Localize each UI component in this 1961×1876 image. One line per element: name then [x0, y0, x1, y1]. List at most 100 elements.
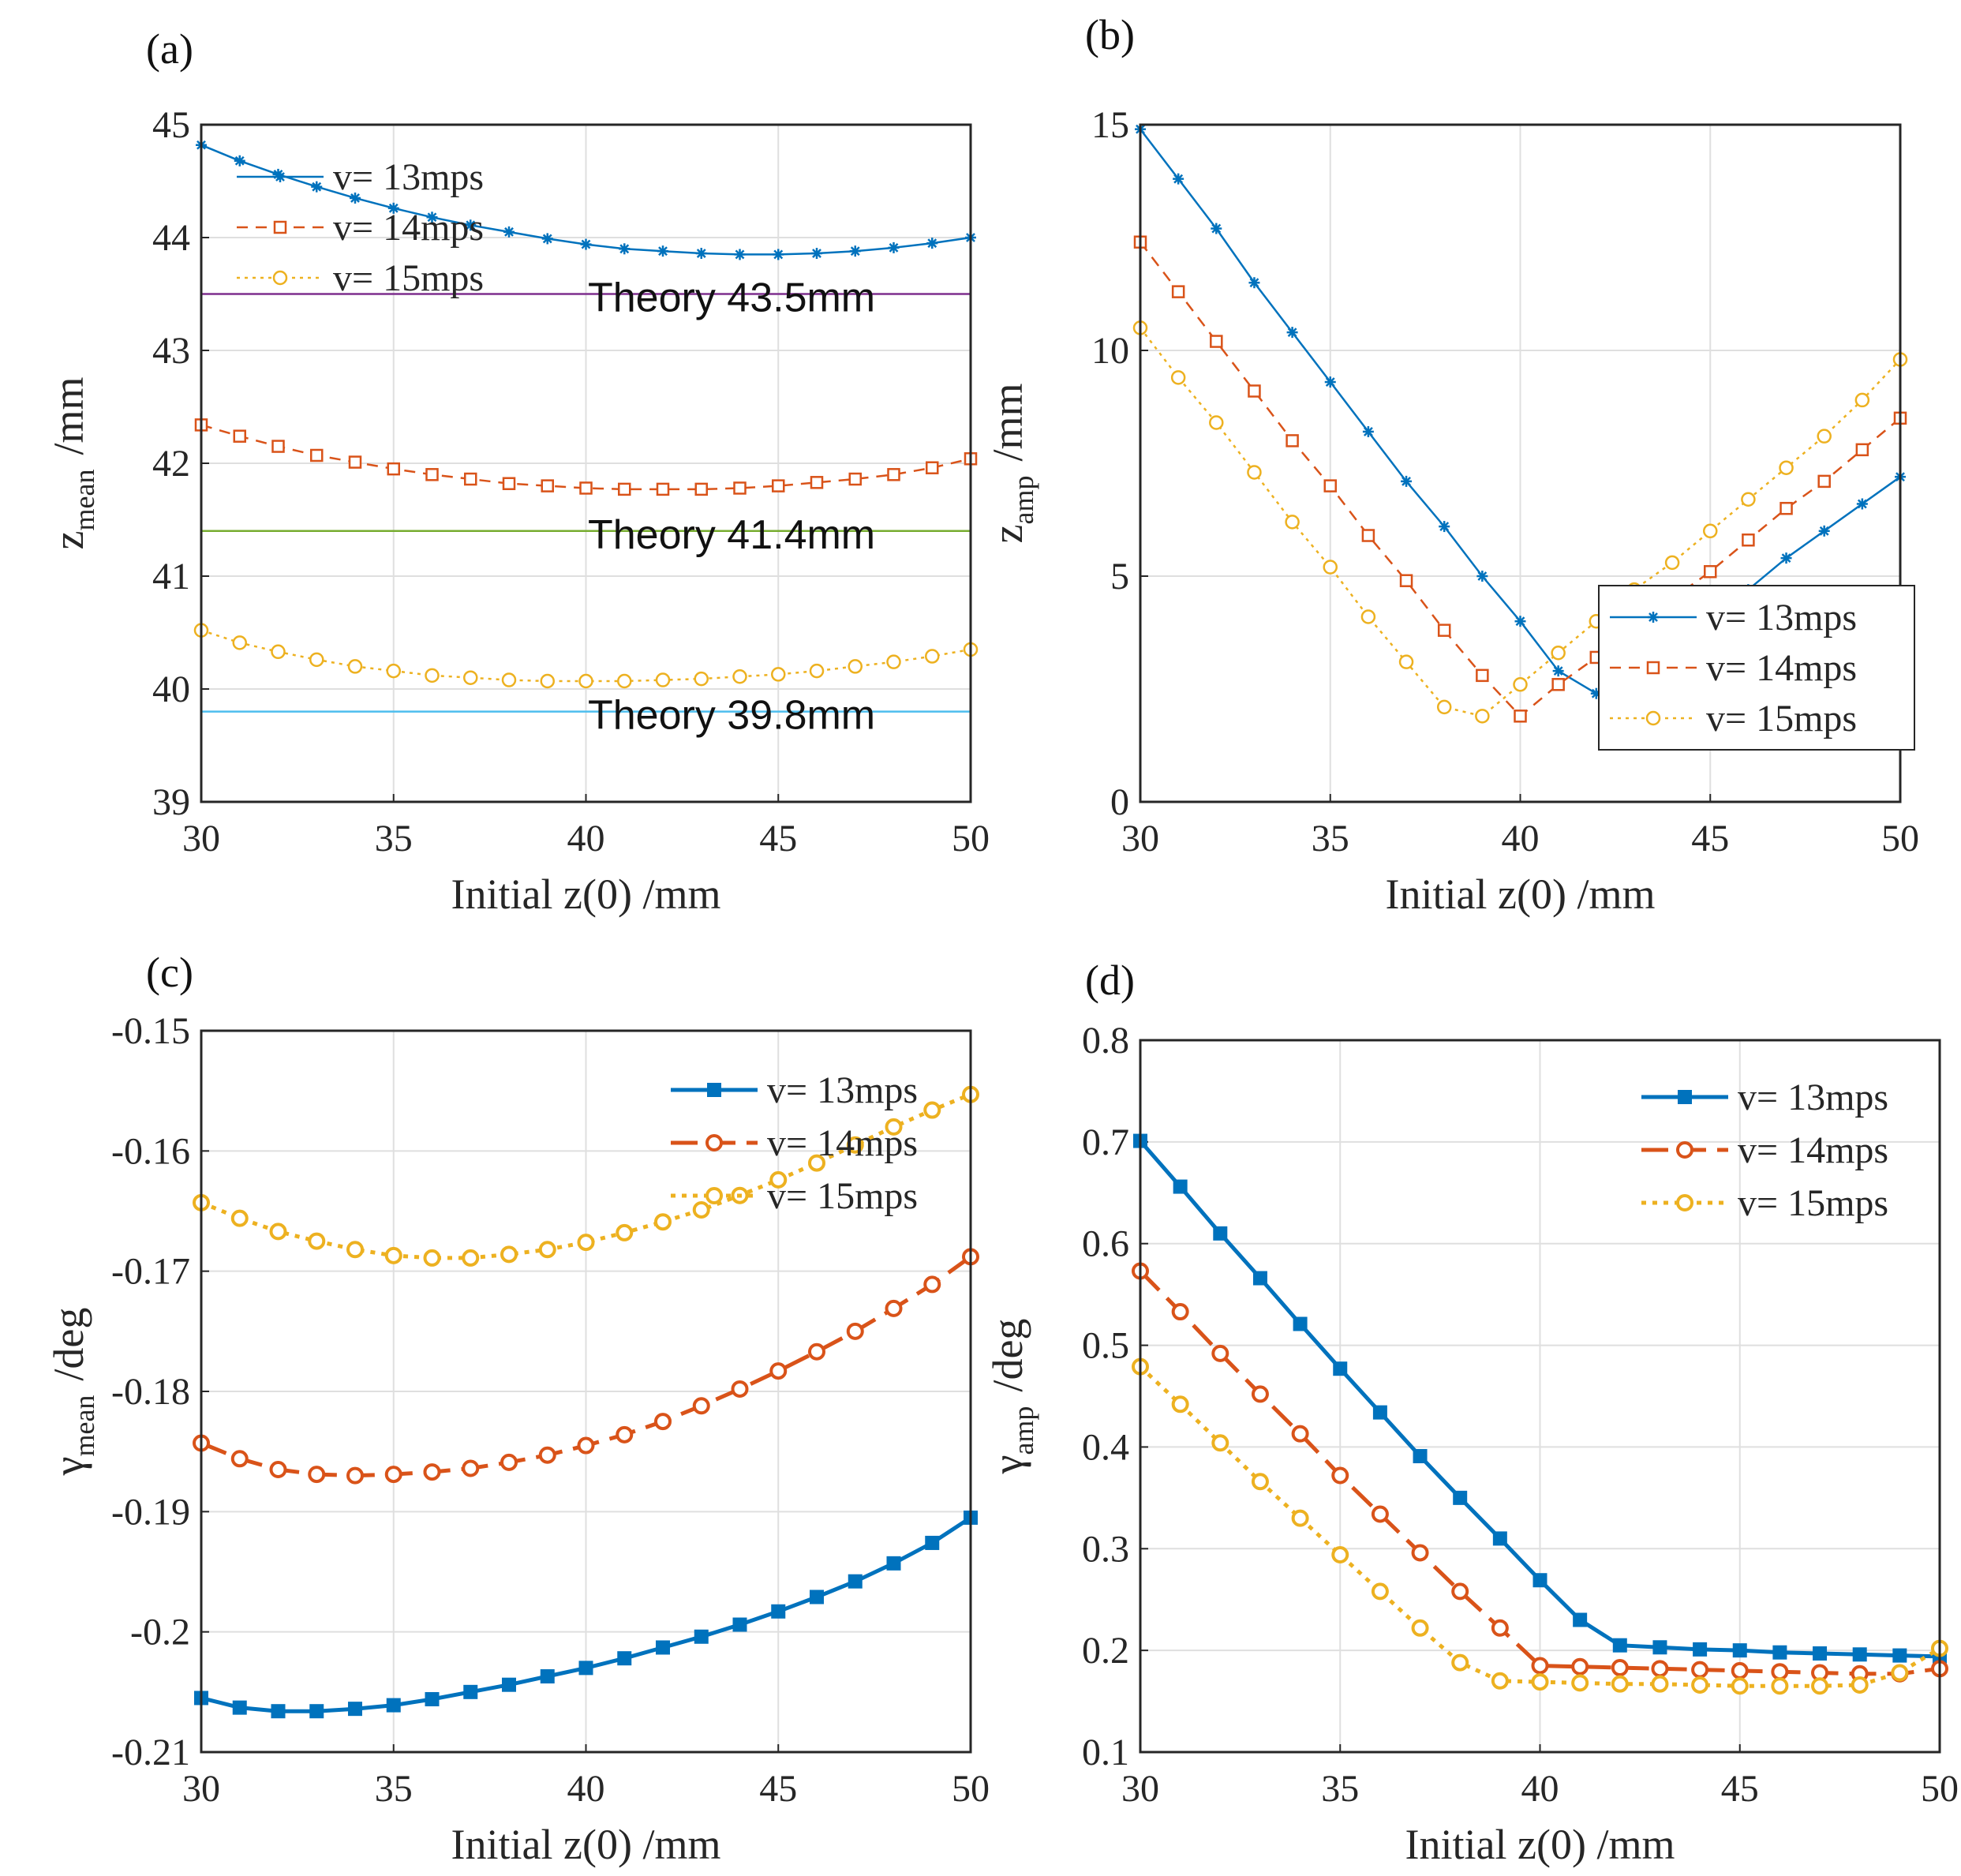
data-point	[1771, 1663, 1789, 1681]
data-point	[654, 1413, 672, 1431]
data-point	[232, 635, 247, 650]
data-point	[616, 1425, 634, 1444]
data-point	[1331, 1466, 1349, 1485]
data-point	[1171, 285, 1185, 298]
data-point	[1611, 1675, 1629, 1693]
data-point	[1413, 1449, 1428, 1464]
y-tick-label: -0.15	[111, 1010, 190, 1052]
x-axis-label: Initial z(0) /mm	[451, 1821, 721, 1868]
data-point	[1491, 1619, 1509, 1637]
data-point	[925, 649, 940, 664]
chart-panel-1: 30 35 40 45 50 39 40 41 42 43 44 45 Theory 43.5mm The…	[45, 25, 990, 918]
data-point	[885, 1299, 903, 1317]
legend-label: v= 14mps	[767, 1122, 918, 1164]
y-tick-label: 40	[152, 668, 190, 710]
x-tick-label: 35	[1321, 1768, 1359, 1810]
legend-label: v= 13mps	[1738, 1077, 1888, 1118]
y-tick-label: -0.16	[111, 1130, 190, 1172]
data-point	[1779, 460, 1794, 475]
data-point	[310, 448, 324, 462]
data-point	[1173, 173, 1184, 185]
x-tick-label: 30	[1121, 818, 1159, 859]
data-point	[309, 652, 324, 668]
data-point	[350, 192, 361, 204]
data-point	[1213, 1226, 1228, 1241]
x-tick-label: 40	[1521, 1768, 1559, 1810]
data-point	[1731, 1661, 1749, 1679]
data-point	[425, 468, 439, 481]
data-point	[810, 1590, 824, 1605]
series-line	[1140, 327, 1901, 717]
y-axis-label: γamp/deg	[984, 1319, 1039, 1475]
data-point	[1851, 1676, 1869, 1694]
data-point	[808, 1342, 825, 1361]
data-point	[233, 429, 246, 443]
chart-panel-3: 30 35 40 45 50 -0.21 -0.2 -0.19 -0.18 -0.17 -0.16 -…	[45, 949, 990, 1868]
data-point	[617, 1651, 632, 1666]
y-tick-label: 10	[1091, 330, 1129, 372]
data-point	[886, 654, 901, 669]
data-point	[1852, 1647, 1867, 1662]
legend-marker	[707, 1083, 721, 1097]
data-point	[465, 219, 477, 231]
legend: v= 13mps v= 14mps v= 15mps	[671, 1069, 918, 1217]
data-point	[269, 1461, 287, 1479]
series-v13mps	[194, 1510, 978, 1719]
data-point	[733, 481, 747, 495]
data-point	[1855, 443, 1869, 457]
data-point	[311, 181, 323, 193]
data-point	[578, 1661, 593, 1676]
data-point	[692, 1200, 710, 1219]
data-point	[384, 1466, 402, 1484]
data-point	[811, 248, 822, 260]
data-point	[772, 479, 785, 492]
axes-frame	[200, 123, 972, 803]
data-point	[1691, 1661, 1709, 1679]
panel-label: (a)	[146, 25, 193, 73]
legend-label: v= 15mps	[1706, 698, 1857, 740]
data-point	[464, 472, 477, 486]
data-point	[1552, 665, 1564, 677]
legend-marker	[1676, 1194, 1693, 1211]
x-tick-label: 45	[1721, 1768, 1759, 1810]
y-tick-label: 0.4	[1082, 1426, 1129, 1468]
data-point	[694, 482, 708, 496]
data-point	[694, 671, 709, 687]
data-point	[1651, 1660, 1669, 1678]
data-point	[425, 1691, 440, 1706]
data-point	[1371, 1582, 1389, 1601]
data-point	[1492, 1531, 1507, 1546]
panel-label: (b)	[1085, 11, 1135, 58]
data-point	[1742, 533, 1755, 547]
data-point	[1371, 1505, 1389, 1523]
data-point	[694, 1629, 709, 1644]
legend: v= 13mps v= 14mps v= 15mps	[237, 156, 484, 299]
data-point	[1693, 1642, 1708, 1657]
theory-label: Theory 41.4mm	[588, 512, 875, 558]
data-point	[1817, 474, 1831, 489]
data-point	[846, 1136, 864, 1154]
data-point	[271, 644, 286, 660]
data-point	[1170, 370, 1186, 385]
data-point	[1651, 1675, 1669, 1693]
y-tick-label: 15	[1091, 104, 1129, 146]
x-axis-label: Initial z(0) /mm	[451, 871, 721, 918]
data-point	[1171, 1303, 1189, 1321]
data-point	[771, 1604, 786, 1619]
legend-marker	[1645, 710, 1661, 726]
data-point	[810, 476, 824, 489]
legend-marker	[1648, 612, 1659, 623]
series-v15mps	[193, 1085, 979, 1267]
data-point	[618, 482, 631, 496]
legend-marker	[273, 220, 287, 234]
data-point	[1323, 560, 1338, 575]
data-point	[541, 233, 553, 245]
data-point	[578, 673, 593, 689]
data-point	[271, 1704, 286, 1719]
data-point	[1741, 492, 1756, 507]
data-point	[926, 461, 939, 474]
theory-label: Theory 43.5mm	[588, 275, 875, 321]
data-point	[423, 1249, 441, 1267]
data-point	[1551, 645, 1566, 661]
legend-label: v= 13mps	[767, 1069, 918, 1111]
